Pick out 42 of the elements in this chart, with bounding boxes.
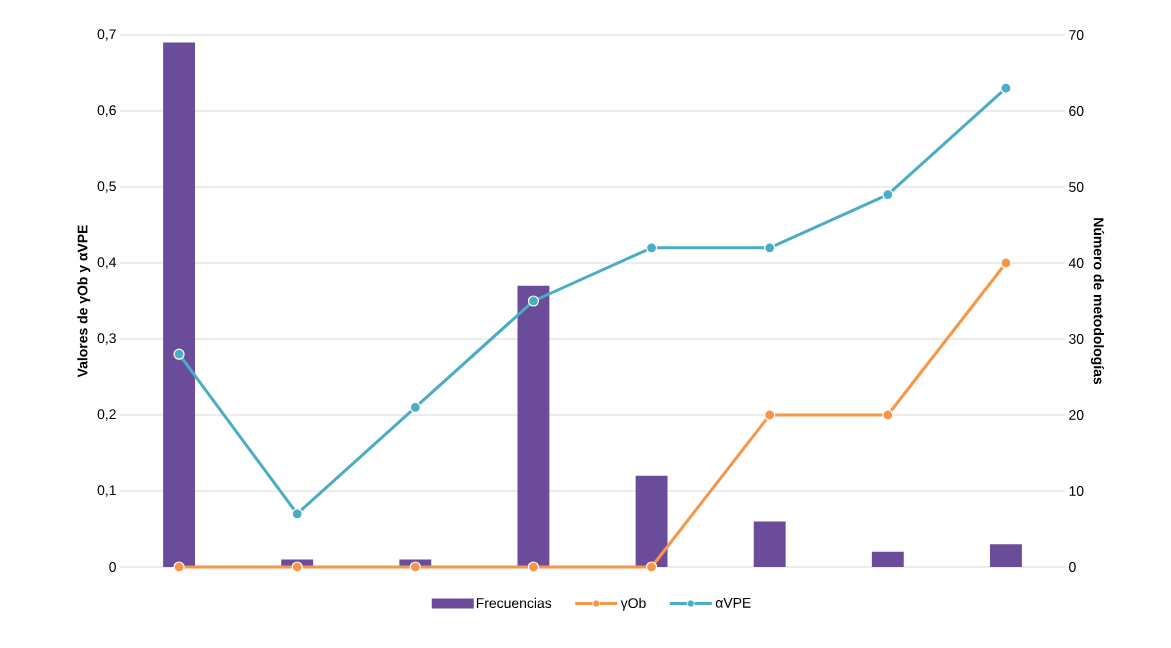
- point: [173, 561, 185, 573]
- y2-tick-label: 10: [1069, 486, 1084, 496]
- point: [291, 508, 303, 520]
- point: [1000, 82, 1012, 94]
- bar: [163, 42, 196, 567]
- point: [527, 561, 540, 573]
- point: [882, 409, 894, 421]
- y-tick-label: 0,6: [97, 105, 116, 117]
- y2-tick-label: 50: [1069, 182, 1084, 192]
- y2-tick-label: 70: [1069, 30, 1084, 40]
- point: [645, 561, 658, 573]
- y-axis-title: Valores de γOb y αVPE: [77, 225, 91, 378]
- y2-tick-label: 0: [1069, 562, 1076, 572]
- bar: [517, 285, 550, 567]
- point: [1000, 257, 1012, 269]
- point: [764, 242, 776, 254]
- legend-label: Frecuencias: [476, 597, 552, 609]
- point: [527, 295, 540, 307]
- y-tick-label: 0,7: [97, 29, 116, 41]
- y-tick-label: 0,3: [97, 333, 116, 345]
- bar: [871, 551, 904, 567]
- y2-axis-title: Número de metodologías: [1090, 218, 1105, 385]
- point: [409, 561, 421, 573]
- y-tick-label: 0,2: [97, 409, 116, 421]
- y-tick-label: 0,4: [97, 257, 117, 269]
- legend-label: αVPE: [715, 598, 751, 608]
- y2-tick-label: 20: [1069, 410, 1084, 420]
- point: [409, 401, 421, 413]
- bar: [635, 475, 668, 567]
- point: [173, 348, 185, 360]
- y-tick-label: 0,1: [97, 485, 116, 497]
- point: [645, 242, 658, 254]
- y2-tick-label: 60: [1069, 106, 1084, 116]
- y2-tick-label: 30: [1069, 334, 1084, 344]
- y-tick-label: 0: [109, 562, 116, 572]
- bar: [990, 544, 1022, 567]
- legend-label: γOb: [620, 597, 646, 611]
- point: [764, 409, 776, 421]
- y-tick-label: 0,5: [97, 181, 116, 193]
- bar: [753, 521, 786, 567]
- point: [291, 561, 303, 573]
- y2-tick-label: 40: [1068, 258, 1084, 268]
